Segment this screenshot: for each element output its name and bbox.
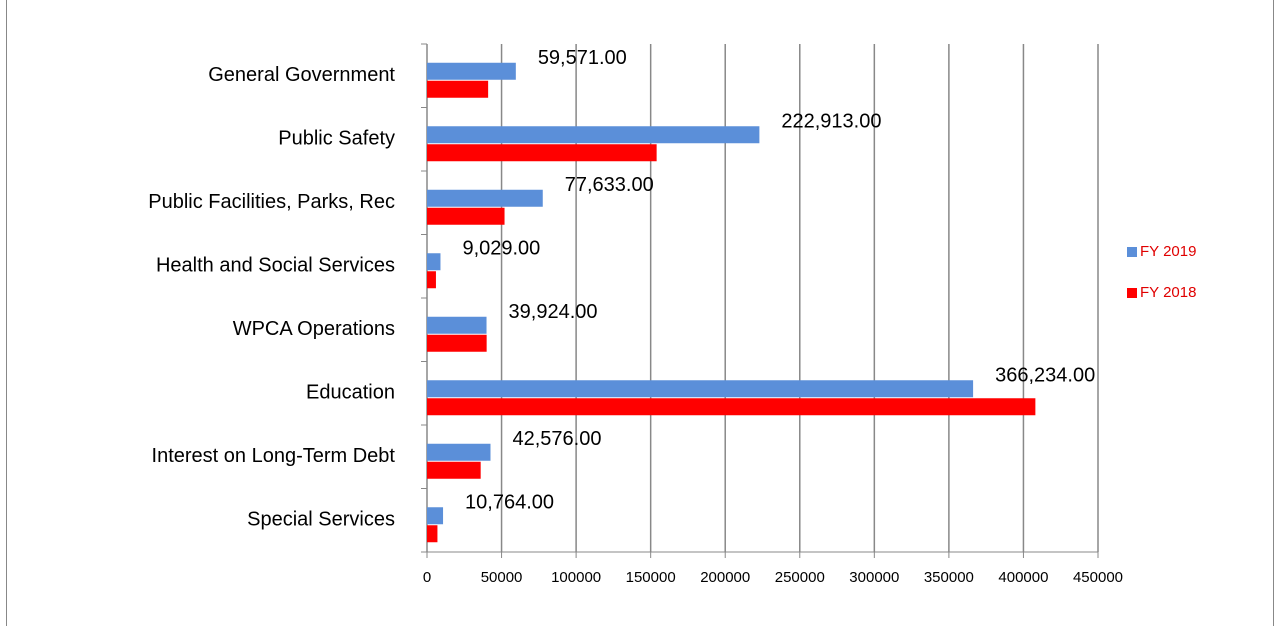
legend-swatch bbox=[1127, 288, 1137, 298]
y-tick-label: Public Facilities, Parks, Rec bbox=[148, 191, 395, 213]
legend-label: FY 2019 bbox=[1140, 243, 1196, 260]
bar bbox=[427, 62, 516, 80]
value-label: 42,576.00 bbox=[512, 428, 601, 450]
value-label: 59,571.00 bbox=[538, 47, 627, 69]
bar bbox=[427, 334, 487, 352]
legend-label: FY 2018 bbox=[1140, 284, 1196, 301]
bar bbox=[427, 443, 491, 461]
x-tick-label: 0 bbox=[423, 569, 431, 586]
bar bbox=[427, 80, 489, 98]
value-label: 9,029.00 bbox=[462, 238, 540, 260]
x-tick-label: 300000 bbox=[849, 569, 899, 586]
value-label: 366,234.00 bbox=[995, 365, 1095, 387]
y-tick-label: WPCA Operations bbox=[233, 318, 395, 340]
x-tick-label: 200000 bbox=[700, 569, 750, 586]
x-tick-label: 450000 bbox=[1073, 569, 1123, 586]
bar bbox=[427, 207, 505, 225]
y-tick-label: General Government bbox=[208, 64, 395, 86]
legend-swatch bbox=[1127, 247, 1137, 257]
x-tick-label: 400000 bbox=[998, 569, 1048, 586]
value-label: 77,633.00 bbox=[565, 174, 654, 196]
y-tick-label: Health and Social Services bbox=[156, 255, 395, 277]
bar bbox=[427, 126, 760, 144]
y-tick-label: Public Safety bbox=[278, 128, 395, 150]
value-label: 39,924.00 bbox=[509, 301, 598, 323]
bar bbox=[427, 507, 444, 525]
bar bbox=[427, 144, 657, 162]
bar bbox=[427, 398, 1036, 416]
y-tick-label: Interest on Long-Term Debt bbox=[152, 445, 396, 467]
bar bbox=[427, 380, 974, 398]
chart-border bbox=[6, 0, 1274, 626]
x-tick-label: 150000 bbox=[626, 569, 676, 586]
value-label: 10,764.00 bbox=[465, 492, 554, 514]
x-tick-label: 250000 bbox=[775, 569, 825, 586]
y-tick-label: Special Services bbox=[247, 509, 395, 531]
x-tick-label: 100000 bbox=[551, 569, 601, 586]
bar bbox=[427, 525, 438, 543]
bar bbox=[427, 271, 436, 289]
bar bbox=[427, 316, 487, 334]
value-label: 222,913.00 bbox=[781, 111, 881, 133]
x-tick-label: 50000 bbox=[481, 569, 523, 586]
x-tick-label: 350000 bbox=[924, 569, 974, 586]
y-tick-label: Education bbox=[306, 382, 395, 404]
bar bbox=[427, 461, 481, 479]
bar bbox=[427, 189, 543, 207]
bar bbox=[427, 253, 441, 271]
